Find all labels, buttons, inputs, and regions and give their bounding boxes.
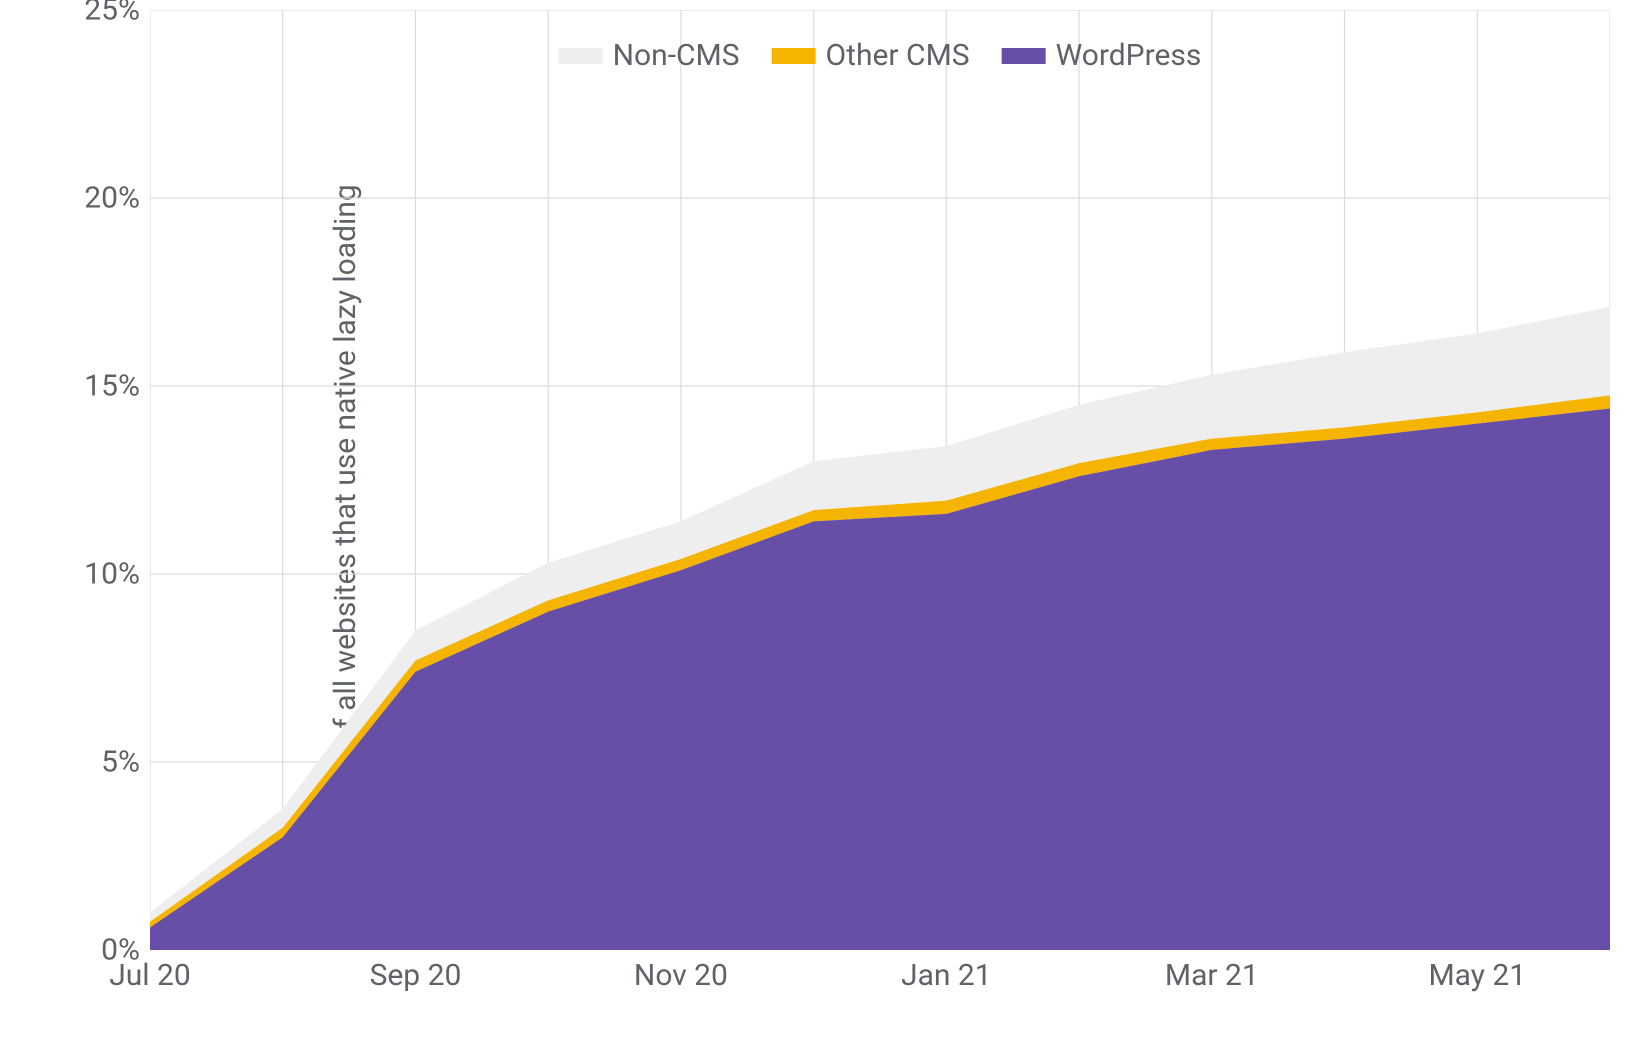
x-tick-label: Mar 21: [1165, 958, 1259, 993]
y-tick-label: 20%: [60, 181, 140, 216]
legend-label: Other CMS: [826, 38, 970, 73]
legend-label: Non-CMS: [613, 38, 740, 73]
legend: Non-CMS Other CMS WordPress: [559, 38, 1202, 73]
legend-item: Non-CMS: [559, 38, 740, 73]
x-tick-label: May 21: [1428, 958, 1526, 993]
x-tick-label: Jan 21: [901, 958, 992, 993]
x-tick-label: Nov 20: [634, 958, 728, 993]
legend-swatch: [1002, 48, 1046, 64]
legend-swatch: [559, 48, 603, 64]
legend-item: Other CMS: [772, 38, 970, 73]
y-tick-label: 5%: [60, 745, 140, 780]
y-tick-label: 15%: [60, 369, 140, 404]
legend-label: WordPress: [1056, 38, 1202, 73]
plot-area: 0%5%10%15%20%25%Jul 20Sep 20Nov 20Jan 21…: [150, 10, 1610, 950]
legend-swatch: [772, 48, 816, 64]
x-tick-label: Sep 20: [370, 958, 462, 993]
legend-item: WordPress: [1002, 38, 1202, 73]
lazy-loading-adoption-chart: Percent of all websites that use native …: [0, 0, 1640, 1040]
y-tick-label: 10%: [60, 557, 140, 592]
y-tick-label: 25%: [60, 0, 140, 28]
x-tick-label: Jul 20: [109, 958, 191, 993]
